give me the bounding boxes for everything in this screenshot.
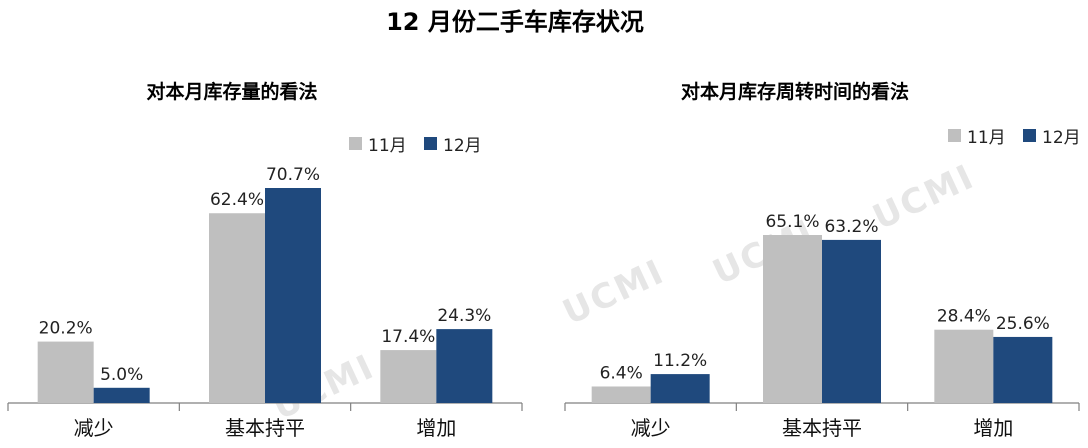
main-title: 12 月份二手车库存状况	[386, 8, 644, 36]
bar	[763, 235, 822, 403]
bar	[436, 329, 493, 403]
data-label: 70.7%	[266, 165, 320, 185]
data-label: 25.6%	[996, 314, 1050, 334]
bar	[934, 329, 994, 403]
bar	[209, 213, 265, 403]
bar	[93, 387, 150, 403]
data-label: 6.4%	[600, 363, 643, 383]
watermark-text: UCMI	[557, 252, 671, 333]
bar	[993, 336, 1053, 403]
bar	[380, 350, 437, 403]
data-label: 17.4%	[381, 327, 435, 347]
legend-swatch	[948, 129, 961, 142]
legend-label: 12月	[443, 136, 482, 156]
legend-label: 11月	[368, 136, 407, 156]
x-tick-label: 增加	[416, 416, 456, 440]
bar	[822, 239, 881, 403]
bar	[265, 188, 321, 403]
bar	[650, 374, 710, 403]
data-label: 62.4%	[210, 190, 264, 210]
chart-title: 对本月库存周转时间的看法	[681, 80, 909, 103]
x-tick-label: 基本持平	[225, 416, 305, 440]
legend-label: 12月	[1042, 128, 1081, 148]
chart-title: 对本月库存量的看法	[146, 80, 317, 103]
legend-swatch	[1023, 129, 1036, 142]
x-tick-label: 减少	[74, 416, 114, 440]
data-label: 63.2%	[824, 217, 878, 237]
x-tick-label: 减少	[631, 416, 671, 440]
x-tick-label: 增加	[973, 416, 1013, 440]
data-label: 28.4%	[937, 307, 991, 327]
data-label: 5.0%	[100, 365, 143, 385]
bar	[591, 386, 651, 403]
legend-swatch	[424, 137, 437, 150]
data-label: 65.1%	[765, 212, 819, 232]
data-label: 24.3%	[437, 306, 491, 326]
watermark-text: UCMI	[867, 157, 981, 238]
legend-label: 11月	[967, 128, 1006, 148]
data-label: 20.2%	[39, 319, 93, 339]
bar	[37, 341, 94, 403]
legend-swatch	[349, 137, 362, 150]
data-label: 11.2%	[653, 351, 707, 371]
x-tick-label: 基本持平	[782, 416, 862, 440]
